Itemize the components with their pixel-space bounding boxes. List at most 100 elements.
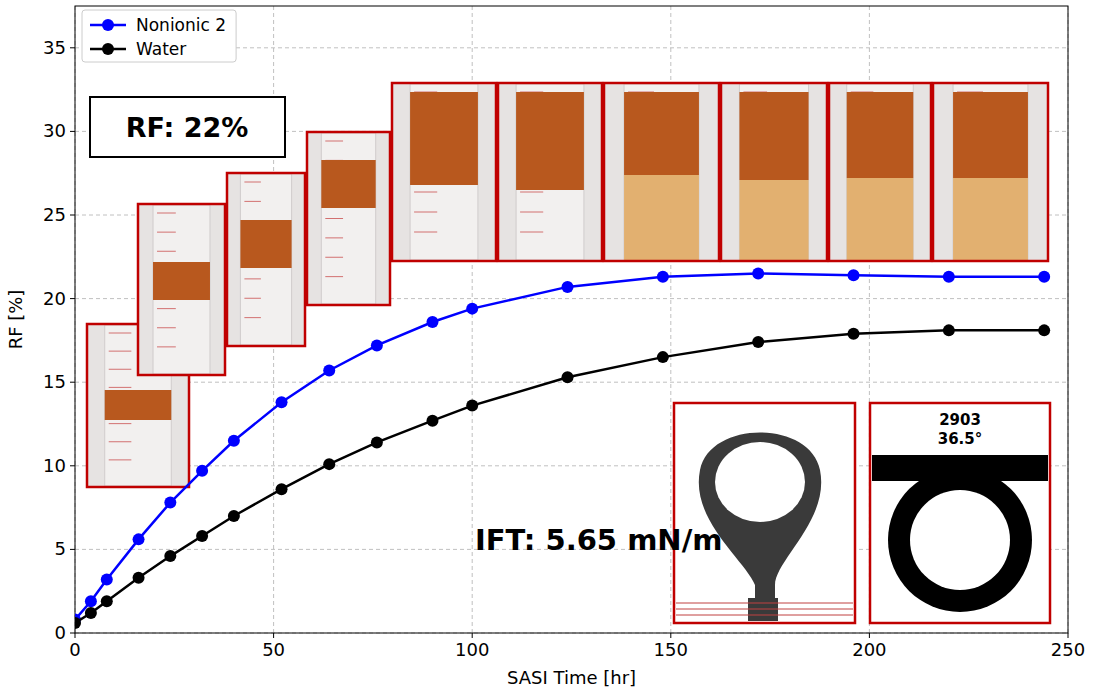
x-tick: [1068, 633, 1069, 638]
photo-frame: [498, 83, 602, 261]
x-axis-title: SASI Time [hr]: [507, 667, 636, 688]
grid-line: [75, 382, 1068, 383]
graduation: [244, 182, 260, 183]
x-tick: [670, 633, 671, 638]
data-point: [1038, 271, 1050, 283]
contact-angle-inset: [870, 403, 1050, 623]
photo-frame: [829, 83, 931, 261]
graduation: [109, 387, 132, 388]
data-point: [75, 617, 81, 629]
y-tick: [70, 131, 75, 132]
photo-frame: [392, 83, 496, 261]
oil-column: [240, 220, 291, 268]
graduation: [109, 369, 132, 370]
photo: [137, 203, 226, 376]
oil-column: [321, 160, 375, 208]
data-point: [133, 572, 145, 584]
graduation: [157, 308, 176, 309]
graduation: [109, 351, 132, 352]
photo: [391, 82, 497, 262]
tube: [410, 84, 478, 260]
data-point: [371, 436, 383, 448]
photo-frame: [933, 83, 1048, 261]
legend-marker: [102, 19, 114, 31]
data-point: [85, 607, 97, 619]
y-tick: [70, 382, 75, 383]
plot-area: [75, 6, 1068, 633]
pendant-drop: [699, 433, 821, 601]
graduation: [325, 276, 343, 277]
photo: [603, 82, 720, 262]
photo-frame: [138, 204, 225, 375]
x-tick: [273, 633, 274, 638]
photo-background: [137, 203, 226, 376]
y-tick-label: 35: [43, 37, 66, 58]
baseline: [676, 603, 853, 604]
photo: [720, 82, 828, 262]
photo-background: [828, 82, 932, 262]
data-point: [848, 269, 860, 281]
y-tick-label: 5: [55, 538, 66, 559]
graduation: [325, 218, 343, 219]
axes-frame: [75, 6, 1068, 633]
annotation: 36.5°: [938, 430, 983, 448]
data-group: [75, 268, 1050, 629]
photo: [828, 82, 932, 262]
x-tick-label: 100: [455, 639, 489, 660]
photo: [497, 82, 603, 262]
data-point: [196, 465, 208, 477]
y-tick-label: 15: [43, 371, 66, 392]
data-point: [196, 530, 208, 542]
oil-column: [624, 92, 699, 175]
graduation: [244, 201, 260, 202]
data-point: [426, 415, 438, 427]
y-tick: [70, 47, 75, 48]
legend-box: [82, 10, 236, 62]
data-point: [276, 396, 288, 408]
legend-marker: [102, 43, 114, 55]
data-point: [466, 400, 478, 412]
x-tick: [869, 633, 870, 638]
graduation: [244, 317, 260, 318]
data-point: [85, 595, 97, 607]
data-point: [101, 595, 113, 607]
data-point: [752, 336, 764, 348]
oil-column: [516, 92, 584, 190]
legend-label: Water: [136, 39, 186, 59]
photo-background: [391, 82, 497, 262]
data-point: [943, 271, 955, 283]
y-tick-label: 25: [43, 204, 66, 225]
series-line: [75, 330, 1044, 623]
x-tick-label: 200: [852, 639, 886, 660]
data-point: [466, 303, 478, 315]
photo-frame: [227, 173, 305, 346]
annotation-box: [90, 97, 285, 157]
data-point: [276, 483, 288, 495]
baseline: [676, 615, 853, 616]
tube: [321, 133, 375, 304]
emulsion: [953, 178, 1028, 262]
data-point: [101, 573, 113, 585]
data-point: [657, 271, 669, 283]
data-point: [228, 510, 240, 522]
emulsion: [739, 180, 808, 262]
graduation: [325, 237, 343, 238]
oil-column: [410, 92, 478, 185]
graduation: [109, 459, 132, 460]
inset-frame: [870, 403, 1050, 623]
photo-background: [497, 82, 603, 262]
photo-frame: [721, 83, 827, 261]
graduation: [325, 257, 343, 258]
graduation: [520, 232, 543, 233]
y-tick-label: 0: [55, 622, 66, 643]
inset-frame: [674, 403, 855, 623]
graduation: [414, 192, 437, 193]
photo-background: [720, 82, 828, 262]
series-line: [75, 274, 1044, 620]
photo: [226, 172, 306, 347]
x-tick-label: 150: [654, 639, 688, 660]
oil-column: [153, 262, 210, 300]
x-tick-label: 0: [69, 639, 80, 660]
photo: [306, 131, 391, 306]
graduation: [157, 213, 176, 214]
